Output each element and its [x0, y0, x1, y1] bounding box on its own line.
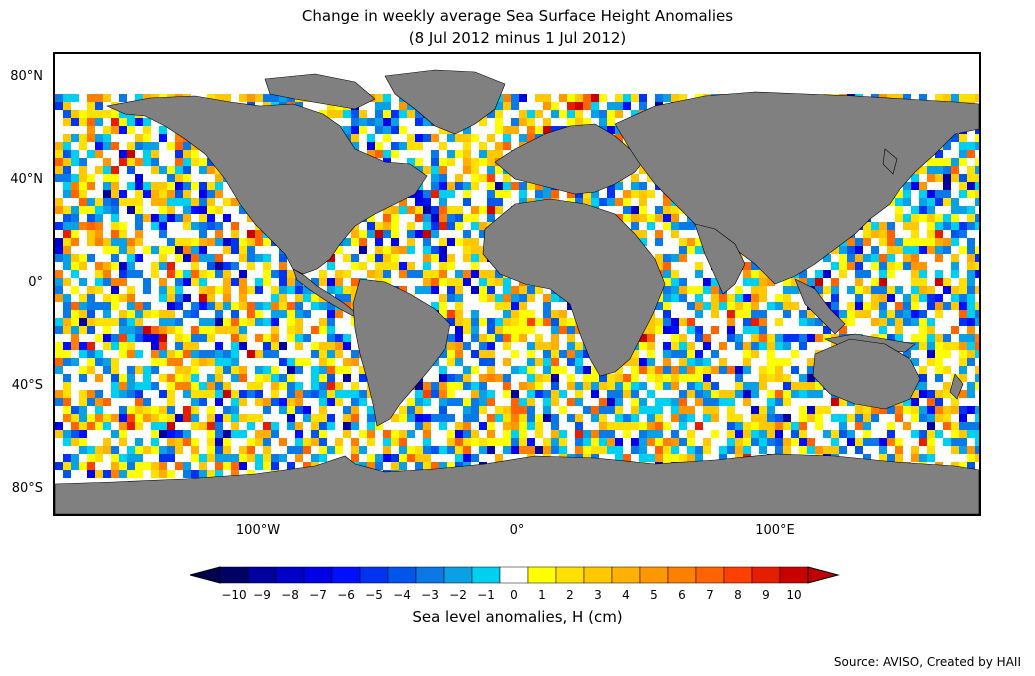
colorbar-swatch [275, 566, 305, 584]
land-japan [882, 148, 898, 175]
colorbar-label: Sea level anomalies, H (cm) [412, 608, 623, 626]
land-arctic-islands [264, 73, 376, 110]
colorbar-swatch [779, 566, 809, 584]
colorbar-swatch [415, 566, 445, 584]
colorbar-swatch [471, 566, 501, 584]
colorbar-swatch [695, 566, 725, 584]
colorbar-tick-label: 10 [786, 588, 802, 602]
colorbar-swatch [527, 566, 557, 584]
colorbar-tick-label: −1 [477, 588, 495, 602]
colorbar-tick-label: 5 [650, 588, 658, 602]
colorbar-tick-label: −4 [393, 588, 411, 602]
colorbar-swatch [555, 566, 585, 584]
colorbar-swatch [751, 566, 781, 584]
land-europe [494, 123, 646, 195]
lat-label-80n: 80°N [10, 69, 43, 84]
colorbar-swatch [219, 566, 249, 584]
land-india [694, 223, 746, 295]
colorbar-swatch [443, 566, 473, 584]
world-map [55, 69, 979, 514]
land-southeast-asia [794, 278, 846, 335]
colorbar [190, 566, 840, 584]
land-asia [614, 91, 979, 285]
colorbar-under-arrow [190, 566, 221, 584]
colorbar-tick-label: −8 [281, 588, 299, 602]
lon-label-100w: 100°W [235, 523, 281, 538]
colorbar-swatch [639, 566, 669, 584]
colorbar-swatch [583, 566, 613, 584]
colorbar-tick-label: −10 [221, 588, 247, 602]
land-australia [812, 338, 921, 410]
colorbar-tick-label: −3 [421, 588, 439, 602]
map-panel [53, 52, 981, 516]
source-credit: Source: AVISO, Created by HAII [833, 655, 1021, 669]
colorbar-tick-label: −9 [253, 588, 271, 602]
chart-title: Change in weekly average Sea Surface Hei… [301, 7, 734, 25]
colorbar-tick-label: −2 [449, 588, 467, 602]
colorbar-tick-label: 9 [762, 588, 770, 602]
lat-label-0: 0° [28, 275, 43, 290]
colorbar-tick-label: 1 [538, 588, 546, 602]
land-antarctica [55, 453, 979, 514]
lat-label-40s: 40°S [11, 378, 43, 393]
colorbar-swatch [387, 566, 417, 584]
land-africa [482, 198, 666, 377]
colorbar-tick-label: 6 [678, 588, 686, 602]
colorbar-tick-label: 7 [706, 588, 714, 602]
colorbar-swatch [247, 566, 277, 584]
colorbar-tick-label: −7 [309, 588, 327, 602]
land-new-zealand [949, 373, 964, 400]
colorbar-tick-label: 3 [594, 588, 602, 602]
land-masses [55, 69, 979, 514]
colorbar-swatch [611, 566, 641, 584]
land-north-america [105, 95, 428, 275]
colorbar-swatch [499, 566, 529, 584]
colorbar-over-arrow [807, 566, 840, 584]
colorbar-tick-label: 0 [510, 588, 518, 602]
lon-label-100e: 100°E [755, 523, 795, 538]
colorbar-swatch [303, 566, 333, 584]
land-south-america [352, 278, 451, 427]
lat-label-40n: 40°N [10, 172, 43, 187]
colorbar-swatch [359, 566, 389, 584]
colorbar-swatch [723, 566, 753, 584]
lon-label-0: 0° [509, 523, 525, 538]
colorbar-swatch [331, 566, 361, 584]
colorbar-tick-label: −6 [337, 588, 355, 602]
colorbar-swatch [667, 566, 697, 584]
lat-label-80s: 80°S [11, 481, 43, 496]
land-greenland [384, 69, 506, 135]
chart-subtitle: (8 Jul 2012 minus 1 Jul 2012) [408, 29, 627, 47]
colorbar-tick-label: 2 [566, 588, 574, 602]
colorbar-tick-label: 4 [622, 588, 630, 602]
colorbar-tick-label: 8 [734, 588, 742, 602]
colorbar-tick-label: −5 [365, 588, 383, 602]
